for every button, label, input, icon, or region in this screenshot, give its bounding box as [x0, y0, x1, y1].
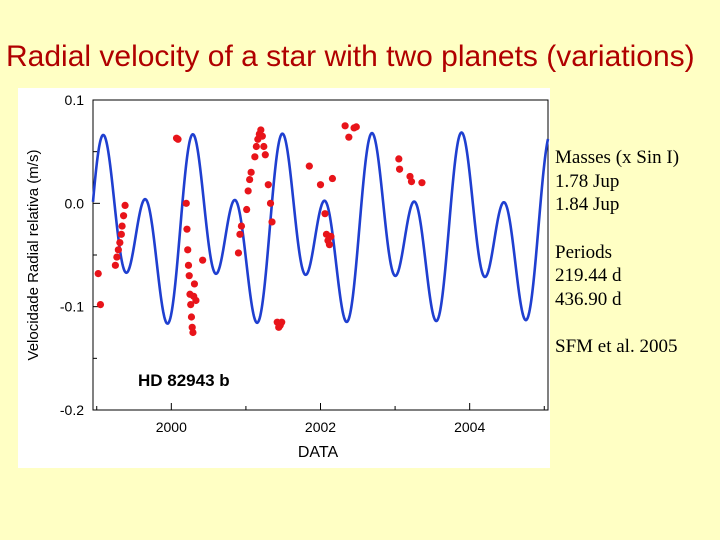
period-planet-1: 219.44 d — [555, 265, 622, 286]
observation-point — [321, 210, 329, 218]
observation-point — [96, 301, 105, 309]
observation-point — [94, 270, 102, 278]
observation-point — [187, 301, 195, 309]
observation-point — [237, 222, 246, 230]
observation-point — [199, 256, 207, 264]
observation-point — [266, 199, 275, 207]
observation-point — [258, 132, 266, 140]
y-tick-label: -0.1 — [60, 299, 84, 315]
periods-heading: Periods — [555, 241, 612, 263]
observation-point — [190, 280, 199, 288]
observation-point — [352, 123, 360, 131]
observation-point — [243, 205, 251, 214]
observation-point — [278, 318, 286, 326]
radial-velocity-chart: 0.1 0.0 -0.1 -0.2 2000 2002 2004 HD 82943 b DA… — [25, 92, 550, 461]
mass-planet-2: 1.84 Jup — [555, 194, 620, 215]
observation-point — [257, 126, 265, 134]
period-planet-2: 436.90 d — [555, 288, 622, 310]
slide-title: Radial velocity of a star with two plane… — [6, 40, 695, 73]
observation-point — [305, 162, 313, 170]
observation-point — [187, 313, 196, 321]
observation-point — [121, 201, 129, 209]
y-tick-label: -0.2 — [60, 402, 84, 418]
y-tick-label: 0.1 — [65, 92, 85, 108]
x-tick-label: 2000 — [156, 419, 187, 435]
observation-point — [183, 225, 191, 233]
observation-point — [251, 153, 259, 161]
observation-point — [116, 239, 124, 247]
planet-notes: Masses (x Sin I) 1.78 Jup 1.84 Jup Perio… — [555, 146, 679, 359]
observation-point — [327, 232, 335, 240]
mass-planet-1: 1.78 Jup — [555, 170, 620, 192]
observation-point — [244, 187, 252, 195]
observation-point — [252, 142, 260, 151]
observation-point — [260, 142, 268, 151]
observation-point — [119, 212, 128, 220]
observation-point — [341, 122, 349, 130]
masses-heading: Masses (x Sin I) — [555, 147, 680, 168]
observation-point — [418, 179, 426, 187]
chart-panel: 0.1 0.0 -0.1 -0.2 2000 2002 2004 HD 82943 b DA… — [18, 88, 550, 468]
observation-point — [113, 253, 121, 261]
model-curve — [91, 131, 550, 325]
observation-point — [236, 230, 244, 238]
observation-point — [184, 246, 192, 254]
observation-point — [246, 175, 254, 184]
observation-point — [395, 165, 404, 173]
observation-point — [316, 181, 325, 189]
observation-point — [114, 246, 122, 254]
observation-point — [234, 249, 243, 257]
observation-point — [247, 168, 255, 176]
star-annotation: HD 82943 b — [138, 371, 230, 390]
y-tick-label: 0.0 — [65, 195, 85, 211]
observation-point — [189, 328, 197, 337]
observation-point — [192, 296, 200, 305]
observation-point — [325, 241, 334, 249]
x-tick-label: 2004 — [454, 419, 485, 435]
observation-point — [328, 174, 337, 183]
observation-point — [345, 133, 353, 141]
observation-point — [182, 199, 190, 207]
observation-point — [407, 178, 416, 186]
observation-point — [264, 181, 272, 189]
observation-point — [174, 135, 182, 143]
observation-point — [118, 222, 126, 230]
observation-point — [111, 261, 119, 269]
x-axis-label: DATA — [298, 444, 339, 461]
observation-point — [261, 151, 269, 159]
x-tick-label: 2002 — [305, 419, 336, 435]
y-axis-label: Velocidade Radial relativa (m/s) — [25, 150, 42, 361]
observation-point — [185, 272, 193, 280]
observation-point — [395, 155, 403, 163]
source-credit: SFM et al. 2005 — [555, 336, 678, 357]
observation-point — [117, 230, 125, 238]
observation-point — [268, 218, 276, 226]
observation-point — [184, 261, 193, 269]
